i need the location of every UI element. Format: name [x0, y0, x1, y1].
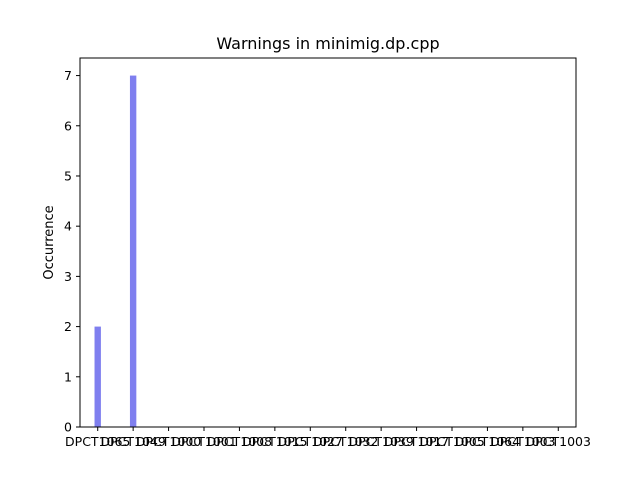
bar-0 [94, 326, 101, 427]
chart-title: Warnings in minimig.dp.cpp [216, 34, 439, 53]
x-tick-label: DPCT1032 [313, 434, 378, 449]
y-tick-label: 3 [64, 269, 72, 284]
y-tick-label: 5 [64, 168, 72, 183]
x-tick-label: DPCT1027 [278, 434, 343, 449]
y-tick-label: 6 [64, 118, 72, 133]
x-tick-label: DPCT1017 [384, 434, 449, 449]
x-tick-label: DPCT1001 [171, 434, 236, 449]
y-axis-label: Occurrence [42, 205, 57, 279]
x-tick-label: DPCT1003 [490, 434, 555, 449]
x-tick-label: DPCT1008 [207, 434, 272, 449]
y-tick-label: 1 [64, 369, 72, 384]
y-tick-label: 0 [64, 420, 72, 435]
x-tick-label: DPCT1003 [526, 434, 591, 449]
bars [94, 75, 137, 427]
x-tick-label: DPCT1000 [136, 434, 201, 449]
x-tick-label: DPCT1005 [419, 434, 484, 449]
x-axis-ticks: DPCT1065DPCT1049DPCT1000DPCT1001DPCT1008… [65, 427, 591, 449]
y-tick-label: 2 [64, 319, 72, 334]
x-tick-label: DPCT1065 [65, 434, 130, 449]
x-tick-label: DPCT1039 [348, 434, 413, 449]
y-tick-label: 4 [64, 219, 72, 234]
x-tick-label: DPCT1049 [100, 434, 165, 449]
x-tick-label: DPCT1064 [455, 434, 520, 449]
y-axis-ticks: 0 1 2 3 4 5 6 7 [64, 68, 80, 435]
bar-1 [129, 75, 137, 427]
plot-frame [79, 57, 577, 428]
x-tick-label: DPCT1015 [242, 434, 307, 449]
y-tick-label: 7 [64, 68, 72, 83]
